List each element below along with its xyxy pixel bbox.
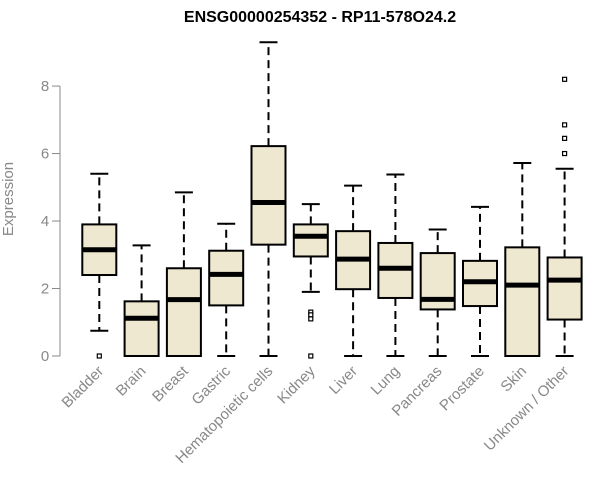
box-pancreas bbox=[419, 228, 456, 357]
box-body bbox=[208, 249, 245, 307]
outlier-point bbox=[308, 316, 314, 322]
box-hematopoietic-cells bbox=[250, 41, 287, 357]
box-body bbox=[504, 246, 541, 357]
x-label-prostate: Prostate bbox=[436, 363, 488, 415]
outlier-point bbox=[561, 76, 568, 82]
box-liver bbox=[335, 184, 372, 357]
x-label-kidney: Kidney bbox=[274, 362, 319, 407]
box-body bbox=[123, 300, 160, 358]
x-label-liver: Liver bbox=[326, 363, 361, 398]
box-bladder bbox=[81, 172, 118, 359]
x-label-breast: Breast bbox=[149, 362, 192, 405]
box-skin bbox=[504, 161, 541, 357]
y-axis-label: Expression bbox=[0, 162, 17, 236]
box-brain bbox=[123, 244, 160, 358]
box-kidney bbox=[292, 203, 329, 359]
outlier-point bbox=[561, 122, 568, 128]
box-prostate bbox=[462, 205, 498, 357]
box-body bbox=[546, 256, 583, 321]
box-body bbox=[250, 145, 287, 246]
box-lung bbox=[377, 173, 414, 357]
chart-title: ENSG00000254352 - RP11-578O24.2 bbox=[184, 9, 456, 26]
outlier-point bbox=[308, 353, 314, 359]
x-label-brain: Brain bbox=[113, 363, 150, 400]
x-label-lung: Lung bbox=[368, 363, 404, 399]
y-tick-label-0: 0 bbox=[41, 348, 49, 365]
y-tick-label-8: 8 bbox=[41, 78, 49, 95]
outlier-point bbox=[561, 135, 568, 141]
outlier-point bbox=[561, 150, 568, 157]
box-body bbox=[165, 267, 202, 357]
box-body bbox=[292, 223, 329, 258]
x-label-skin: Skin bbox=[497, 363, 530, 396]
box-gastric bbox=[208, 222, 245, 357]
y-axis: 0 2 4 6 8 bbox=[41, 78, 61, 365]
y-tick-label-6: 6 bbox=[41, 146, 49, 163]
y-tick-label-4: 4 bbox=[41, 213, 49, 230]
box-unknown-other bbox=[546, 76, 583, 357]
outlier-point bbox=[96, 353, 102, 359]
box-breast bbox=[165, 191, 202, 357]
y-tick-label-2: 2 bbox=[41, 281, 49, 298]
boxes-group bbox=[81, 41, 583, 359]
outlier-point bbox=[308, 312, 314, 318]
x-label-bladder: Bladder bbox=[59, 363, 108, 412]
